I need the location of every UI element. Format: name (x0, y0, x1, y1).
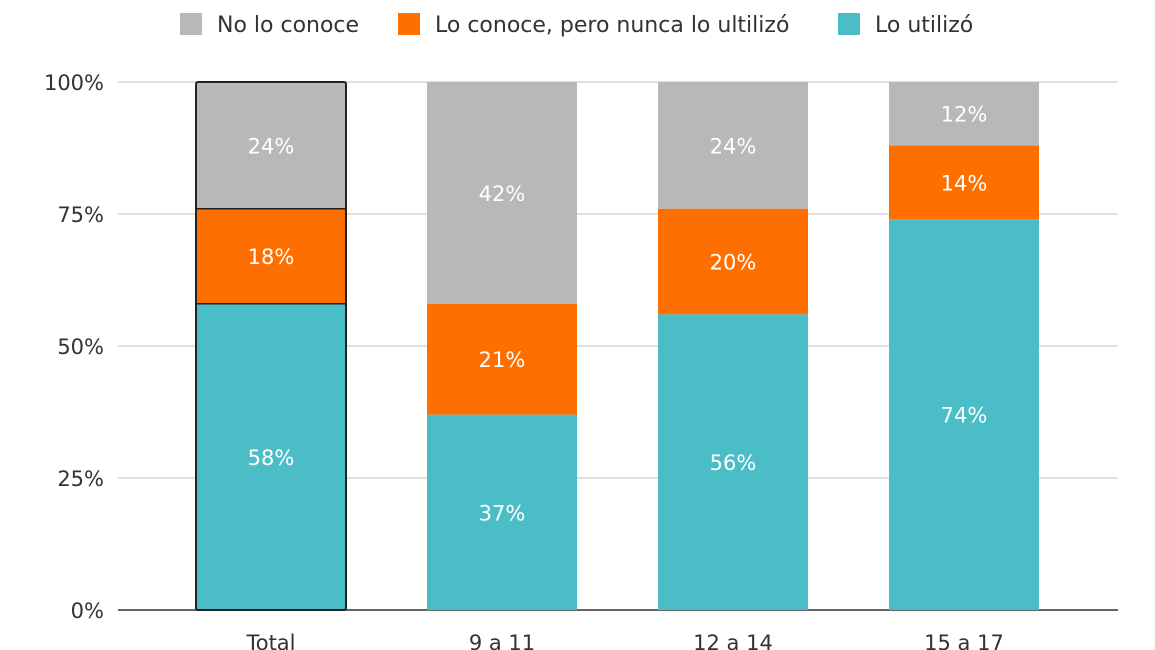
legend-label: Lo conoce, pero nunca lo ultilizó (435, 13, 789, 38)
y-tick-label: 100% (44, 71, 104, 95)
bar-group-total: 58% 18% 24% (195, 81, 347, 611)
data-label: 14% (941, 171, 988, 195)
data-label: 56% (710, 451, 757, 475)
data-label: 24% (248, 134, 295, 158)
data-label: 20% (710, 251, 757, 275)
bars: 58% 18% 24% 37% 21% 42% 56% 20% 24% 74% 14% 12% (195, 81, 1039, 611)
bar-segment-lo-utilizo (196, 303, 346, 610)
data-label: 24% (710, 134, 757, 158)
y-tick-label: 50% (57, 335, 104, 359)
highlight-outline (195, 81, 347, 611)
bar-group-9-a-11: 37% 21% 42% (427, 82, 577, 610)
x-axis: Total 9 a 11 12 a 14 15 a 17 (245, 631, 1003, 650)
legend-item-lo-conoce-pero-nunca-lo-ultilizo: Lo conoce, pero nunca lo ultilizó (398, 13, 789, 38)
legend-label: No lo conoce (217, 13, 359, 38)
data-label: 12% (941, 103, 988, 127)
bar-segment-no-lo-conoce (196, 82, 346, 209)
data-label: 21% (479, 348, 526, 372)
y-tick-label: 25% (57, 467, 104, 491)
bar-segment-lo-conoce-pero-nunca-lo-ultilizo (196, 208, 346, 304)
bar-segment-lo-conoce-pero-nunca-lo-ultilizo (427, 303, 577, 415)
data-label: 42% (479, 182, 526, 206)
data-label: 18% (248, 245, 295, 269)
bar-segment-no-lo-conoce (658, 82, 808, 209)
x-tick-label: Total (245, 631, 295, 650)
legend-label: Lo utilizó (875, 13, 973, 38)
bar-segment-lo-conoce-pero-nunca-lo-ultilizo (658, 208, 808, 315)
y-axis: 0% 25% 50% 75% 100% (44, 71, 104, 623)
y-tick-label: 0% (71, 599, 104, 623)
legend-swatch (180, 13, 202, 35)
data-label: 37% (479, 501, 526, 525)
bar-segment-lo-utilizo (427, 414, 577, 610)
bar-segment-lo-utilizo (889, 219, 1039, 610)
bar-group-12-a-14: 56% 20% 24% (658, 82, 808, 610)
bar-segment-no-lo-conoce (427, 82, 577, 304)
legend-swatch (838, 13, 860, 35)
bar-segment-lo-conoce-pero-nunca-lo-ultilizo (889, 145, 1039, 220)
chart-legend: No lo conoce Lo conoce, pero nunca lo ult… (180, 13, 973, 38)
bar-segment-no-lo-conoce (889, 82, 1039, 146)
data-label: 74% (941, 404, 988, 428)
bar-segment-lo-utilizo (658, 314, 808, 610)
data-label: 58% (248, 446, 295, 470)
legend-item-lo-utilizo: Lo utilizó (838, 13, 973, 38)
legend-swatch (398, 13, 420, 35)
y-tick-label: 75% (57, 203, 104, 227)
x-tick-label: 12 a 14 (693, 631, 773, 650)
x-tick-label: 9 a 11 (469, 631, 535, 650)
legend-item-no-lo-conoce: No lo conoce (180, 13, 359, 38)
bar-group-15-a-17: 74% 14% 12% (889, 82, 1039, 610)
x-tick-label: 15 a 17 (924, 631, 1004, 650)
